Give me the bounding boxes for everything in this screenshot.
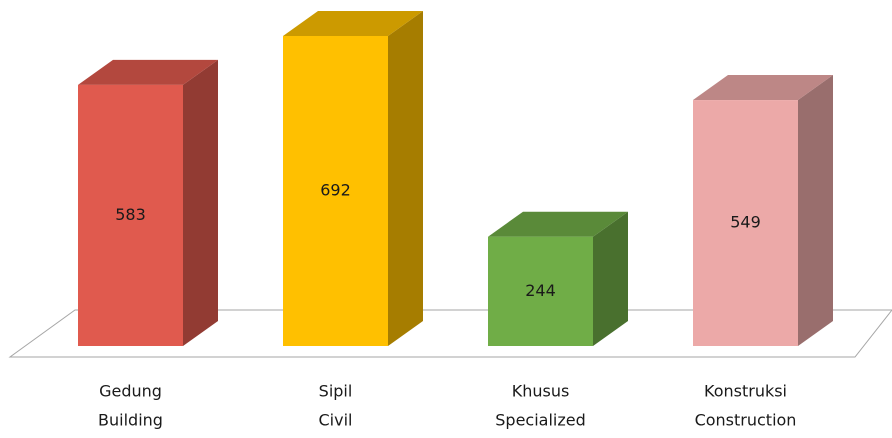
bar-top [78, 59, 218, 85]
x-tick-label: Gedung [99, 382, 162, 401]
data-label: 583 [115, 205, 146, 224]
bar-side [183, 59, 218, 347]
bar [693, 100, 798, 346]
x-tick-label: Sipil [319, 382, 353, 401]
x-tick-label: Civil [319, 411, 353, 430]
bar-side [388, 11, 423, 346]
x-tick-label: Khusus [512, 382, 570, 401]
bar [283, 36, 388, 346]
bar-top [693, 75, 833, 101]
data-label: 692 [320, 181, 351, 200]
bar-top [283, 11, 423, 36]
bar-top [488, 211, 628, 237]
data-label: 244 [525, 281, 556, 300]
bar-side [593, 211, 628, 346]
x-tick-label: Building [98, 411, 163, 430]
bar-side [798, 75, 833, 346]
x-tick-label: Specialized [495, 411, 586, 430]
bar [78, 84, 183, 347]
x-tick-label: Construction [695, 411, 797, 430]
x-tick-label: Konstruksi [704, 382, 787, 401]
bar [488, 236, 593, 346]
floor [8, 309, 892, 358]
data-label: 549 [730, 213, 761, 232]
